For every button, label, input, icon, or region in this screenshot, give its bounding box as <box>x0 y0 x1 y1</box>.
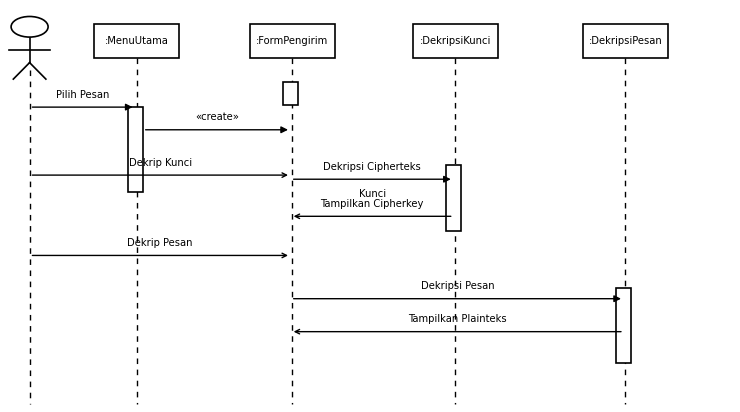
Bar <box>250 24 335 58</box>
Text: Pilih Pesan: Pilih Pesan <box>56 90 110 100</box>
Bar <box>95 24 179 58</box>
Text: «create»: «create» <box>195 112 239 122</box>
Text: Kunci: Kunci <box>359 189 386 199</box>
Bar <box>446 165 461 231</box>
Text: :MenuUtama: :MenuUtama <box>105 36 169 46</box>
Bar <box>283 82 298 105</box>
Bar <box>413 24 497 58</box>
Text: :FormPengirim: :FormPengirim <box>256 36 329 46</box>
Text: Tampilkan Plainteks: Tampilkan Plainteks <box>408 314 507 324</box>
Text: Dekrip Pesan: Dekrip Pesan <box>127 238 193 248</box>
Text: :DekripsiKunci: :DekripsiKunci <box>420 36 491 46</box>
Bar <box>616 288 631 363</box>
Text: :DekripsiPesan: :DekripsiPesan <box>588 36 662 46</box>
Text: Dekripsi Cipherteks: Dekripsi Cipherteks <box>323 162 421 172</box>
Text: Tampilkan Cipherkey: Tampilkan Cipherkey <box>320 199 424 209</box>
Text: Dekripsi Pesan: Dekripsi Pesan <box>420 281 494 291</box>
Bar <box>583 24 668 58</box>
Text: Dekrip Kunci: Dekrip Kunci <box>129 158 192 168</box>
Bar <box>128 107 143 192</box>
